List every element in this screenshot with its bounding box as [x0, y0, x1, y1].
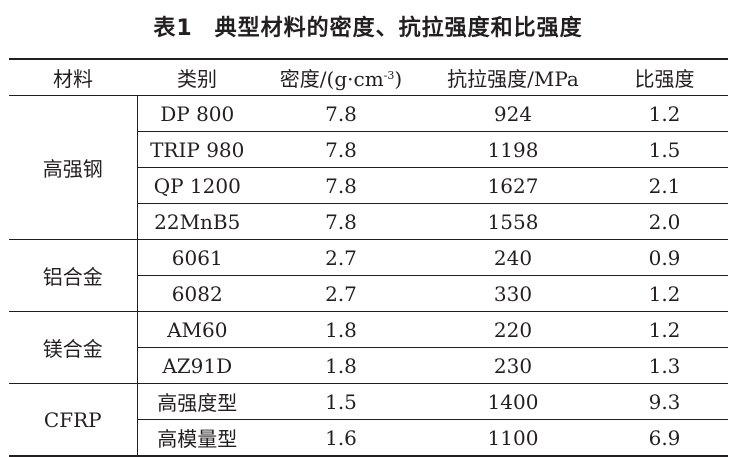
specific-cell: 1.2 [601, 275, 728, 312]
tensile-cell: 1400 [425, 383, 601, 420]
tensile-cell: 1100 [425, 419, 601, 457]
table-title: 典型材料的密度、抗拉强度和比强度 [214, 16, 583, 41]
header-density-exponent: -3 [383, 69, 395, 82]
table-row: QP 1200 7.8 1627 2.1 [9, 167, 728, 204]
tensile-cell: 1198 [425, 131, 601, 168]
header-density: 密度/(g·cm-3) [257, 58, 425, 96]
table-caption: 表1 典型材料的密度、抗拉强度和比强度 [0, 10, 736, 42]
specific-cell: 1.5 [601, 131, 728, 168]
table-row: CFRP 高强度型 1.5 1400 9.3 [9, 383, 728, 457]
header-density-close: ) [394, 67, 403, 91]
material-group-cell: CFRP [9, 383, 138, 457]
type-cell: TRIP 980 [137, 131, 257, 168]
materials-table: 材料 类别 密度/(g·cm-3) 抗拉强度/MPa 比强度 高强钢 DP 800… [9, 58, 728, 457]
material-group-cell: 高强钢 [9, 95, 138, 240]
specific-cell: 9.3 [601, 383, 728, 420]
density-cell: 7.8 [257, 167, 425, 204]
specific-cell: 1.2 [601, 311, 728, 348]
tensile-cell: 1627 [425, 167, 601, 204]
specific-cell: 2.1 [601, 167, 728, 204]
type-cell: 6082 [137, 275, 257, 312]
specific-cell: 0.9 [601, 239, 728, 276]
tensile-cell: 220 [425, 311, 601, 348]
type-cell: QP 1200 [137, 167, 257, 204]
header-material: 材料 [9, 58, 137, 96]
table-row: 6082 2.7 330 1.2 [9, 275, 728, 312]
density-cell: 7.8 [257, 203, 425, 240]
material-group-cell: 铝合金 [9, 239, 138, 312]
specific-cell: 1.2 [601, 95, 728, 132]
type-cell: 高强度型 [137, 383, 257, 420]
type-cell: 高模量型 [137, 419, 257, 457]
density-cell: 7.8 [257, 95, 425, 132]
tensile-cell: 1558 [425, 203, 601, 240]
header-tensile: 抗拉强度/MPa [425, 58, 601, 96]
table-row: 铝合金 6061 2.7 240 0.9 [9, 239, 728, 312]
specific-cell: 6.9 [601, 419, 728, 457]
table-row: TRIP 980 7.8 1198 1.5 [9, 131, 728, 168]
type-cell: 6061 [137, 239, 257, 276]
tensile-cell: 230 [425, 347, 601, 384]
table-body: 高强钢 DP 800 7.8 924 1.2 TRIP 980 7.8 1198 1.5 QP 1… [9, 95, 728, 457]
density-cell: 1.5 [257, 383, 425, 420]
table-row: 镁合金 AM60 1.8 220 1.2 [9, 311, 728, 384]
header-type: 类别 [137, 58, 257, 96]
table-row: 高强钢 DP 800 7.8 924 1.2 [9, 95, 728, 240]
type-cell: 22MnB5 [137, 203, 257, 240]
density-cell: 1.6 [257, 419, 425, 457]
header-density-label: 密度/(g·cm [279, 67, 384, 91]
specific-cell: 1.3 [601, 347, 728, 384]
material-group-cell: 镁合金 [9, 311, 138, 384]
density-cell: 1.8 [257, 347, 425, 384]
table-number: 表1 [153, 16, 193, 41]
specific-cell: 2.0 [601, 203, 728, 240]
header-row: 材料 类别 密度/(g·cm-3) 抗拉强度/MPa 比强度 [9, 58, 728, 96]
tensile-cell: 330 [425, 275, 601, 312]
table-row: 高模量型 1.6 1100 6.9 [9, 419, 728, 457]
type-cell: AZ91D [137, 347, 257, 384]
type-cell: AM60 [137, 311, 257, 348]
density-cell: 2.7 [257, 275, 425, 312]
tensile-cell: 240 [425, 239, 601, 276]
header-specific: 比强度 [601, 58, 728, 96]
table-row: 22MnB5 7.8 1558 2.0 [9, 203, 728, 240]
type-cell: DP 800 [137, 95, 257, 132]
density-cell: 7.8 [257, 131, 425, 168]
tensile-cell: 924 [425, 95, 601, 132]
table-row: AZ91D 1.8 230 1.3 [9, 347, 728, 384]
density-cell: 1.8 [257, 311, 425, 348]
density-cell: 2.7 [257, 239, 425, 276]
